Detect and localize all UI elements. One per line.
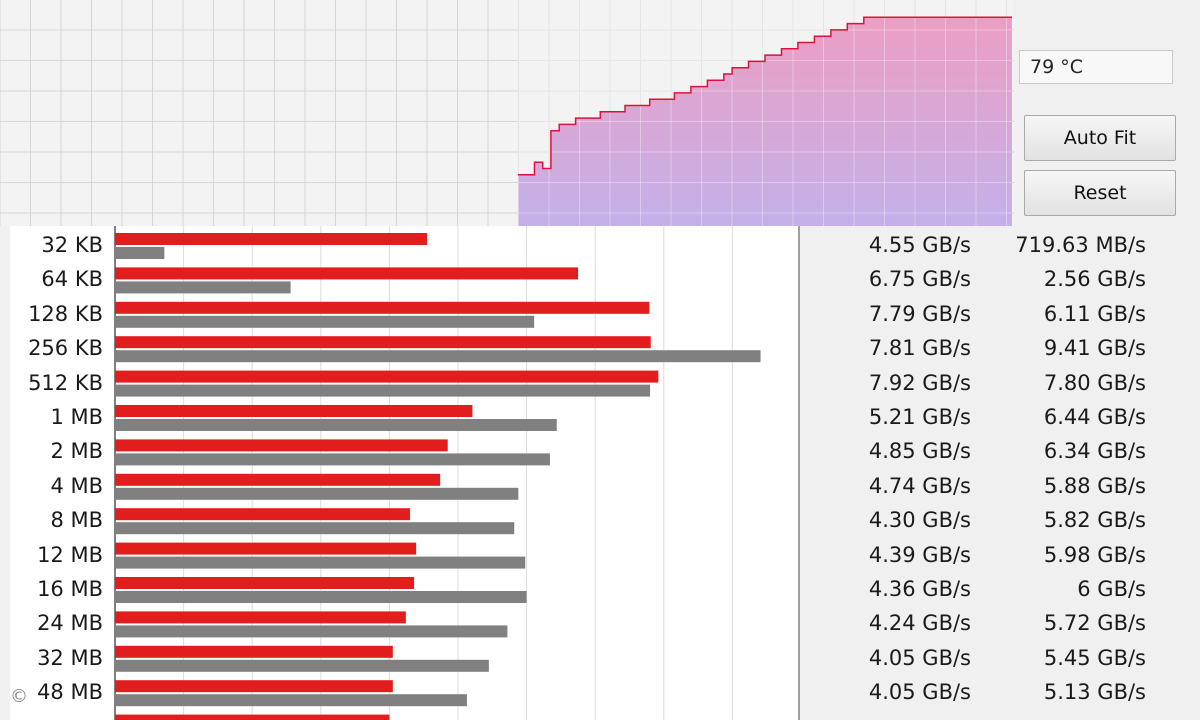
read-bar — [115, 473, 441, 486]
write-bar — [115, 281, 291, 294]
read-bar — [115, 680, 393, 693]
read-speed-value: 6.75 GB/s — [868, 267, 971, 292]
block-size-label: 8 MB — [50, 508, 103, 533]
write-speed-value: 7.80 GB/s — [1043, 370, 1146, 395]
read-speed-value: 4.05 GB/s — [868, 645, 971, 670]
read-bar — [115, 714, 390, 720]
block-size-label: 16 MB — [37, 577, 103, 601]
temperature-readout: 79 °C — [1019, 50, 1173, 84]
read-bar — [115, 336, 651, 349]
write-speed-value: 5.98 GB/s — [1043, 542, 1146, 567]
write-bar — [115, 556, 526, 569]
write-speed-value: 5.45 GB/s — [1043, 645, 1146, 670]
write-bar — [115, 453, 550, 466]
read-bar — [115, 577, 415, 589]
column-divider — [798, 226, 800, 720]
read-bar — [115, 439, 448, 452]
write-speed-value: 5.72 GB/s — [1043, 611, 1146, 636]
write-bar — [115, 659, 489, 672]
reset-button[interactable]: Reset — [1024, 170, 1176, 216]
block-size-label: 4 MB — [50, 473, 103, 498]
write-speed-value: 2.56 GB/s — [1043, 267, 1146, 292]
read-bar — [115, 405, 473, 417]
read-speed-value: 5.21 GB/s — [868, 405, 971, 429]
copyright-mark: © — [10, 686, 28, 707]
block-size-label: 12 MB — [37, 542, 103, 567]
block-size-label: 48 MB — [37, 680, 103, 705]
block-size-label: 32 KB — [41, 233, 103, 257]
write-speed-value: 5.13 GB/s — [1043, 680, 1146, 705]
write-bar — [115, 315, 535, 328]
read-speed-value: 7.81 GB/s — [868, 336, 971, 361]
temperature-area — [518, 17, 1012, 226]
read-bar — [115, 267, 579, 280]
write-speed-value: 6 GB/s — [1077, 577, 1146, 601]
block-size-label: 24 MB — [37, 611, 103, 636]
read-speed-value: 7.79 GB/s — [868, 301, 971, 326]
temperature-line — [518, 16, 1012, 176]
write-speed-value: 9.41 GB/s — [1043, 336, 1146, 361]
write-bar — [115, 487, 519, 500]
auto-fit-button[interactable]: Auto Fit — [1024, 115, 1176, 161]
read-speed-value: 4.85 GB/s — [868, 439, 971, 464]
write-bar — [115, 625, 508, 638]
read-speed-value: 4.55 GB/s — [868, 233, 971, 257]
write-speed-value: 5.82 GB/s — [1043, 508, 1146, 533]
write-bar — [115, 419, 557, 431]
write-speed-value: 719.63 MB/s — [1015, 233, 1146, 257]
temperature-graph-canvas — [0, 0, 1014, 226]
temperature-graph — [0, 0, 1014, 226]
block-size-label: 64 KB — [41, 267, 103, 292]
read-bar — [115, 370, 659, 383]
benchmark-results: 32 KB 4.55 GB/s 719.63 MB/s 64 KB 6.75 GB/s 2… — [0, 226, 1200, 720]
read-bar — [115, 301, 650, 314]
block-size-label: 1 MB — [50, 405, 103, 429]
write-bar — [115, 247, 165, 259]
read-speed-value: 7.92 GB/s — [868, 370, 971, 395]
read-speed-value: 4.74 GB/s — [868, 473, 971, 498]
read-bar — [115, 645, 393, 658]
block-size-label: 2 MB — [50, 439, 103, 464]
write-speed-value: 5.88 GB/s — [1043, 473, 1146, 498]
read-speed-value: 4.24 GB/s — [868, 611, 971, 636]
read-speed-value: 4.36 GB/s — [868, 577, 971, 601]
write-bar — [115, 522, 515, 535]
write-speed-value: 6.11 GB/s — [1043, 301, 1146, 326]
read-speed-value: 4.39 GB/s — [868, 542, 971, 567]
read-bar — [115, 233, 428, 245]
block-size-label: 32 MB — [37, 645, 103, 670]
write-bar — [115, 591, 527, 603]
write-bar — [115, 350, 761, 363]
read-speed-value: 4.30 GB/s — [868, 508, 971, 533]
read-bar — [115, 542, 417, 555]
block-size-label: 256 KB — [28, 336, 103, 361]
block-size-label: 128 KB — [28, 301, 103, 326]
write-bar — [115, 384, 651, 397]
write-speed-value: 6.34 GB/s — [1043, 439, 1146, 464]
read-speed-value: 4.05 GB/s — [868, 680, 971, 705]
write-speed-value: 6.44 GB/s — [1043, 405, 1146, 429]
block-size-label: 512 KB — [28, 370, 103, 395]
benchmark-bar-chart — [114, 226, 761, 720]
read-bar — [115, 508, 410, 521]
read-bar — [115, 611, 406, 624]
write-bar — [115, 694, 467, 707]
